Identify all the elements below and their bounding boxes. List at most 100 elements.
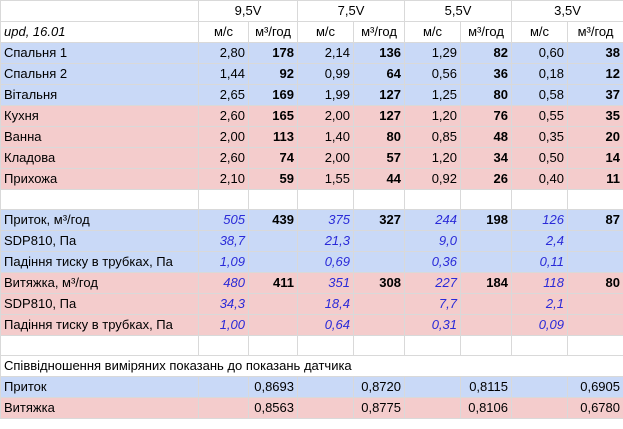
flow-cell[interactable]: 113 <box>248 126 298 148</box>
measured-flow-cell[interactable]: 327 <box>353 209 405 231</box>
supply-drop-label[interactable]: Падіння тиску в трубках, Па <box>0 251 199 273</box>
empty-cell[interactable] <box>460 314 512 336</box>
exhaust-flow-label[interactable]: Витяжка, м³/год <box>0 272 199 294</box>
empty-cell[interactable] <box>248 189 298 210</box>
empty-cell[interactable] <box>297 376 354 398</box>
speed-cell[interactable]: 0,50 <box>511 147 568 169</box>
empty-cell[interactable] <box>248 335 298 356</box>
flow-cell[interactable]: 178 <box>248 42 298 64</box>
sdp-cell[interactable]: 21,3 <box>297 230 354 252</box>
voltage-header[interactable]: 5,5V <box>404 0 512 22</box>
sdp-cell[interactable]: 2,4 <box>511 230 568 252</box>
ratio-cell[interactable]: 0,8106 <box>460 397 512 419</box>
pressure-drop-cell[interactable]: 0,36 <box>404 251 461 273</box>
speed-cell[interactable]: 0,92 <box>404 168 461 190</box>
calc-flow-cell[interactable]: 480 <box>198 272 249 294</box>
room-name[interactable]: Кладова <box>0 147 199 169</box>
ratio-cell[interactable]: 0,6780 <box>567 397 623 419</box>
unit-flow-header[interactable]: м³/год <box>353 21 405 43</box>
flow-cell[interactable]: 48 <box>460 126 512 148</box>
flow-cell[interactable]: 26 <box>460 168 512 190</box>
speed-cell[interactable]: 0,55 <box>511 105 568 127</box>
flow-cell[interactable]: 74 <box>248 147 298 169</box>
room-name[interactable]: Спальня 2 <box>0 63 199 85</box>
empty-cell[interactable] <box>404 189 461 210</box>
speed-cell[interactable]: 2,80 <box>198 42 249 64</box>
flow-cell[interactable]: 169 <box>248 84 298 106</box>
measured-flow-cell[interactable]: 87 <box>567 209 623 231</box>
unit-speed-header[interactable]: м/с <box>198 21 249 43</box>
speed-cell[interactable]: 0,40 <box>511 168 568 190</box>
flow-cell[interactable]: 20 <box>567 126 623 148</box>
flow-cell[interactable]: 59 <box>248 168 298 190</box>
speed-cell[interactable]: 2,00 <box>198 126 249 148</box>
flow-cell[interactable]: 12 <box>567 63 623 85</box>
sdp-cell[interactable]: 7,7 <box>404 293 461 315</box>
flow-cell[interactable]: 80 <box>353 126 405 148</box>
speed-cell[interactable]: 2,00 <box>297 147 354 169</box>
empty-cell[interactable] <box>0 335 199 356</box>
empty-cell[interactable] <box>567 189 623 210</box>
flow-cell[interactable]: 57 <box>353 147 405 169</box>
pressure-drop-cell[interactable]: 0,11 <box>511 251 568 273</box>
sdp-cell[interactable]: 2,1 <box>511 293 568 315</box>
empty-cell[interactable] <box>353 314 405 336</box>
empty-cell[interactable] <box>511 376 568 398</box>
exhaust-sdp-label[interactable]: SDP810, Па <box>0 293 199 315</box>
voltage-header[interactable]: 7,5V <box>297 0 405 22</box>
empty-cell[interactable] <box>511 397 568 419</box>
measured-flow-cell[interactable]: 308 <box>353 272 405 294</box>
empty-cell[interactable] <box>511 335 568 356</box>
unit-speed-header[interactable]: м/с <box>404 21 461 43</box>
empty-cell[interactable] <box>353 189 405 210</box>
empty-cell[interactable] <box>460 189 512 210</box>
flow-cell[interactable]: 92 <box>248 63 298 85</box>
unit-speed-header[interactable]: м/с <box>511 21 568 43</box>
speed-cell[interactable]: 0,99 <box>297 63 354 85</box>
speed-cell[interactable]: 0,56 <box>404 63 461 85</box>
pressure-drop-cell[interactable]: 0,64 <box>297 314 354 336</box>
speed-cell[interactable]: 1,99 <box>297 84 354 106</box>
ratio-cell[interactable]: 0,8563 <box>248 397 298 419</box>
empty-cell[interactable] <box>567 293 623 315</box>
empty-cell[interactable] <box>248 230 298 252</box>
ratio-cell[interactable]: 0,8720 <box>353 376 405 398</box>
ratio-cell[interactable]: 0,8115 <box>460 376 512 398</box>
calc-flow-cell[interactable]: 244 <box>404 209 461 231</box>
speed-cell[interactable]: 1,25 <box>404 84 461 106</box>
flow-cell[interactable]: 35 <box>567 105 623 127</box>
empty-cell[interactable] <box>460 335 512 356</box>
empty-cell[interactable] <box>297 189 354 210</box>
flow-cell[interactable]: 165 <box>248 105 298 127</box>
flow-cell[interactable]: 127 <box>353 105 405 127</box>
ratio-cell[interactable]: 0,6905 <box>567 376 623 398</box>
pressure-drop-cell[interactable]: 0,69 <box>297 251 354 273</box>
room-name[interactable]: Прихожа <box>0 168 199 190</box>
calc-flow-cell[interactable]: 505 <box>198 209 249 231</box>
room-name[interactable]: Кухня <box>0 105 199 127</box>
calc-flow-cell[interactable]: 227 <box>404 272 461 294</box>
pressure-drop-cell[interactable]: 0,09 <box>511 314 568 336</box>
speed-cell[interactable]: 2,60 <box>198 105 249 127</box>
ratio-cell[interactable]: 0,8693 <box>248 376 298 398</box>
empty-cell[interactable] <box>198 397 249 419</box>
flow-cell[interactable]: 14 <box>567 147 623 169</box>
measured-flow-cell[interactable]: 439 <box>248 209 298 231</box>
speed-cell[interactable]: 0,35 <box>511 126 568 148</box>
empty-cell[interactable] <box>511 189 568 210</box>
speed-cell[interactable]: 2,65 <box>198 84 249 106</box>
pressure-drop-cell[interactable]: 0,31 <box>404 314 461 336</box>
flow-cell[interactable]: 36 <box>460 63 512 85</box>
speed-cell[interactable]: 2,00 <box>297 105 354 127</box>
sdp-cell[interactable]: 34,3 <box>198 293 249 315</box>
calc-flow-cell[interactable]: 351 <box>297 272 354 294</box>
ratio-exhaust-label[interactable]: Витяжка <box>0 397 199 419</box>
speed-cell[interactable]: 2,60 <box>198 147 249 169</box>
sdp-cell[interactable]: 9,0 <box>404 230 461 252</box>
speed-cell[interactable]: 0,85 <box>404 126 461 148</box>
ratio-title[interactable]: Співвідношення виміряних показань до пок… <box>0 355 623 377</box>
supply-flow-label[interactable]: Приток, м³/год <box>0 209 199 231</box>
flow-cell[interactable]: 44 <box>353 168 405 190</box>
speed-cell[interactable]: 2,14 <box>297 42 354 64</box>
empty-cell[interactable] <box>460 293 512 315</box>
